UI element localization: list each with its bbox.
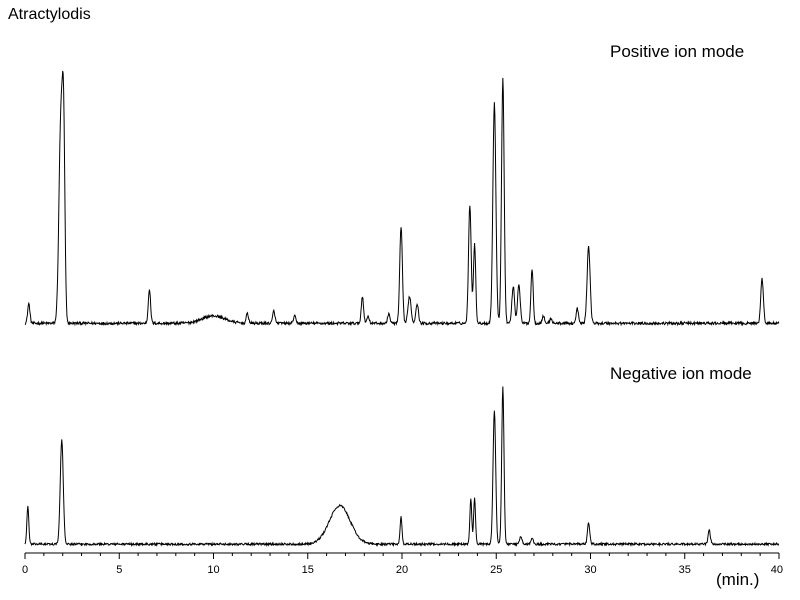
series-label-negative: Negative ion mode <box>610 364 752 383</box>
x-tick-label: 5 <box>116 564 122 576</box>
x-tick-label: 0 <box>22 564 28 576</box>
x-tick-label: 30 <box>584 564 596 576</box>
x-axis-label: (min.) <box>716 570 760 589</box>
chart-title: Atractylodis <box>8 6 91 23</box>
x-tick-label: 20 <box>396 564 408 576</box>
x-tick-label: 25 <box>490 564 502 576</box>
x-tick-label: 35 <box>679 564 691 576</box>
trace-negative-ion-mode <box>24 386 780 548</box>
trace-positive-ion-mode <box>24 70 780 327</box>
x-axis-ticks: 0 5 10 15 20 25 30 35 40 <box>22 553 783 576</box>
series-label-positive: Positive ion mode <box>610 42 745 61</box>
x-tick-label: 15 <box>302 564 314 576</box>
x-tick-label: 10 <box>207 564 219 576</box>
x-tick-label: 40 <box>771 564 783 576</box>
